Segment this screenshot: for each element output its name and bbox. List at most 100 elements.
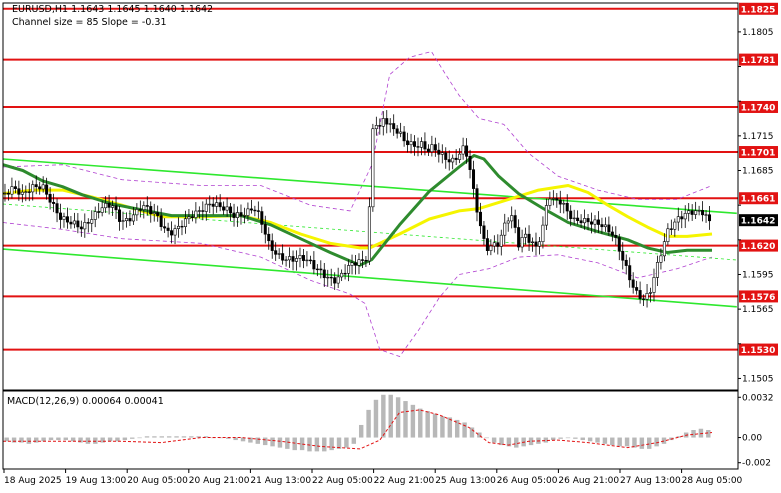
moving-average-2 [2,154,712,267]
candle-body [308,259,312,262]
candle-body [433,144,437,151]
macd-histogram-bar [26,437,32,444]
level-label: 1.1701 [741,149,776,159]
y-tick-label: 1.1805 [742,28,774,38]
candle-body [194,210,198,218]
candle-body [385,118,389,125]
macd-signal-line [3,409,713,450]
candle-body [6,192,10,195]
candle-body [284,259,288,261]
candle-body [295,258,299,262]
candle-body [177,225,181,229]
candle-body [124,218,128,222]
candle-body [142,205,146,210]
macd-histogram-bar [307,437,312,452]
candle-body [17,188,21,195]
candle-body [694,210,698,215]
candle-body [27,191,31,193]
macd-histogram-bar [543,437,549,443]
candle-body [62,216,66,220]
candles [3,110,712,308]
macd-histogram-bar [388,394,393,438]
candle-body [697,210,701,212]
candle-body [579,220,583,224]
macd-label: MACD(12,26,9) 0.00064 0.00041 [7,396,164,407]
macd-histogram-bar [107,437,113,442]
candle-body [596,219,600,225]
candle-body [242,215,246,217]
candle-body [614,235,618,238]
candle-body [590,221,594,225]
candle-body [24,191,28,193]
macd-histogram-bar [19,437,24,443]
candle-body [312,260,316,270]
macd-histogram-bar [506,437,512,447]
x-tick-label: 28 Aug 05:00 [682,476,743,486]
candle-body [510,215,514,222]
macd-histogram-bar [137,437,142,439]
candle-body [652,277,656,293]
candle-body [496,242,500,247]
candle-body [267,233,271,242]
candle-body [55,203,59,214]
candle-body [326,276,330,279]
macd-y-tick-label: 0.0032 [742,393,774,403]
candle-body [472,169,476,189]
macd-histogram-bar [299,437,305,451]
macd-histogram-bar [432,413,438,438]
x-tick-label: 26 Aug 05:00 [497,476,558,486]
candle-body [635,287,639,291]
candle-body [649,292,653,294]
candle-body [662,241,666,257]
candle-body [437,149,441,155]
macd-histogram-bar [336,437,342,449]
candle-body [291,256,295,262]
macd-histogram-bar [624,437,630,447]
candle-body [666,228,670,242]
candle-body [156,212,160,216]
macd-histogram-bar [344,437,349,448]
candle-body [645,293,649,300]
macd-histogram-bar [203,436,209,438]
candle-body [270,240,274,251]
macd-histogram-bar [639,437,645,449]
level-badge [739,239,778,252]
candle-body [586,218,590,223]
candle-body [569,210,573,219]
candle-body [277,253,281,255]
candle-body [197,210,201,212]
level-label: 1.1530 [741,346,776,356]
candle-body [118,209,122,222]
candle-body [638,290,642,300]
macd-histogram-bar [373,399,379,438]
macd-histogram-bar [602,437,608,444]
macd-histogram-bar [447,417,453,438]
candle-body [305,259,309,262]
candle-body [676,216,680,223]
macd-histogram-bar [115,437,120,442]
candle-body [274,250,278,255]
candle-body [97,211,101,213]
candle-body [83,222,87,230]
candle-body [159,215,163,227]
candle-body [541,224,545,243]
candle-body [138,209,142,211]
level-label: 1.1576 [741,293,776,303]
candle-body [315,268,319,271]
candle-body [454,157,458,160]
macd-histogram-bar [166,436,172,438]
candle-body [149,206,153,215]
candle-body [468,156,472,170]
candle-body [354,262,358,266]
candle-body [482,225,486,239]
macd-histogram-bar [78,437,83,443]
candle-body [444,152,448,160]
candle-body [322,269,326,279]
candle-body [65,216,69,223]
level-label: 1.1781 [741,56,776,66]
candle-body [527,233,531,243]
level-badge [739,192,778,205]
macd-histogram-bar [240,437,246,442]
